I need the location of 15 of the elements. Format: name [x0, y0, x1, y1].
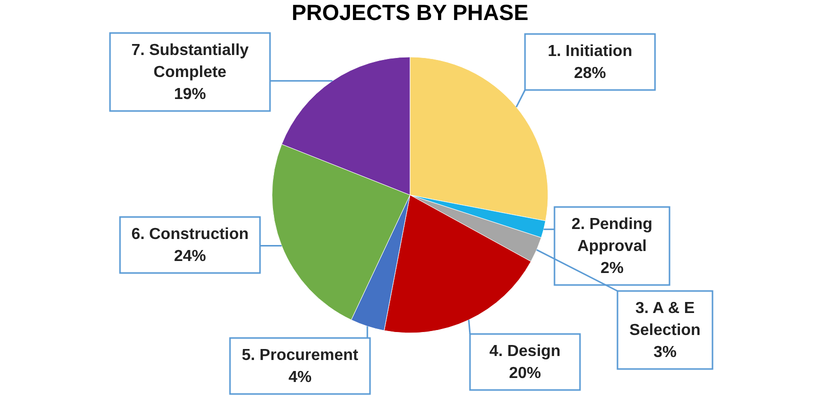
data-label: 4%	[288, 369, 312, 386]
data-label: 24%	[174, 248, 206, 265]
data-label: 20%	[508, 365, 542, 382]
data-label: 19%	[174, 86, 206, 103]
slice-label: 6. Construction	[131, 226, 249, 243]
data-label: 2%	[600, 260, 624, 277]
chart-title: PROJECTS BY PHASE	[292, 0, 528, 25]
data-label: 3%	[653, 344, 677, 361]
slice-label: 5. Procurement	[242, 347, 359, 364]
slice-label: 4. Design	[489, 343, 561, 360]
slice-label: 1. Initiation	[548, 43, 632, 60]
slice-label: 3. A & E Selection	[629, 300, 701, 339]
data-label: 28%	[574, 65, 606, 82]
slice-label: 2. Pending Approval	[572, 216, 652, 255]
slice-label: 7. Substantially Complete	[131, 42, 249, 81]
